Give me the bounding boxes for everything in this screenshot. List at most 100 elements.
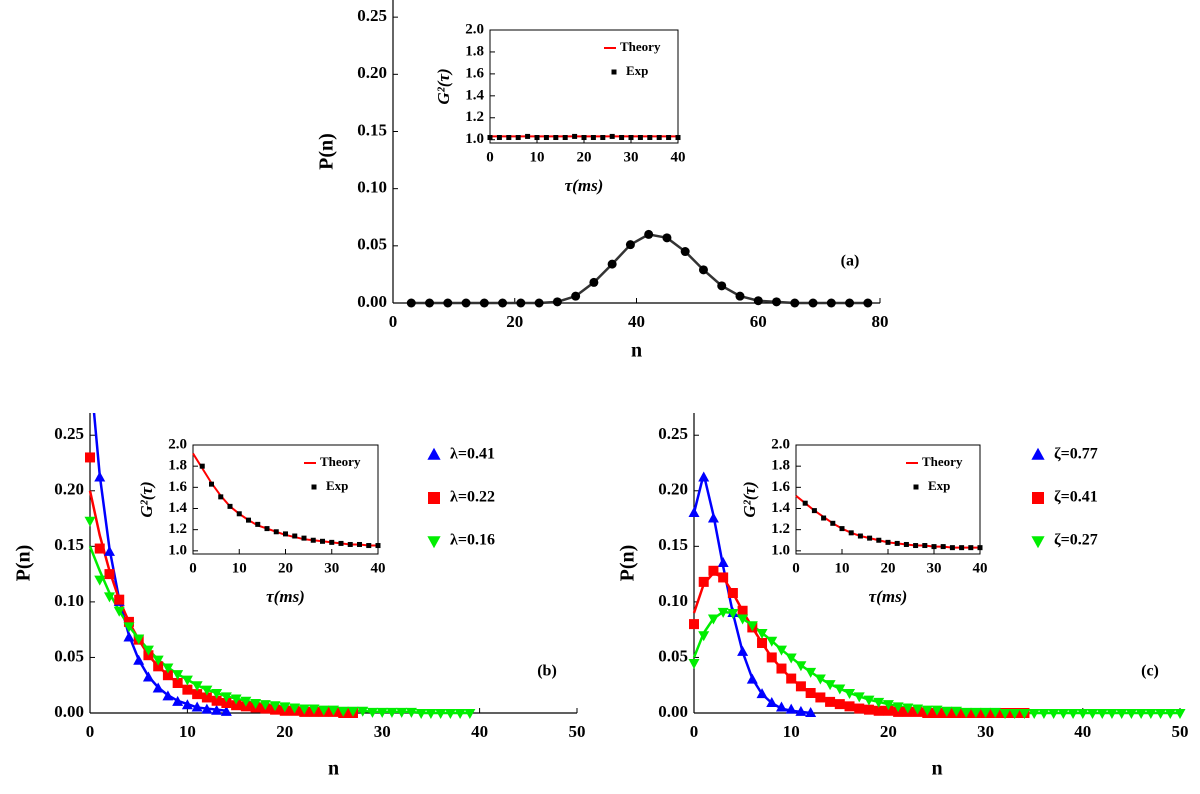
legend-label: ζ=0.77	[1054, 446, 1098, 463]
marker	[989, 707, 1001, 718]
marker	[386, 707, 398, 718]
legend-label: Theory	[922, 454, 963, 469]
y-tick-label: 0.25	[357, 6, 387, 25]
y-tick-label: 0.15	[658, 535, 688, 554]
legend-label: Exp	[326, 478, 348, 493]
y-tick-label: 1.2	[771, 521, 790, 537]
y-axis-label: G²(τ)	[740, 481, 759, 517]
plot-area	[84, 413, 476, 719]
marker	[289, 703, 301, 714]
marker	[182, 684, 193, 695]
marker	[708, 565, 719, 576]
marker	[553, 135, 559, 141]
x-tick-label: 40	[973, 560, 988, 576]
fit-line	[692, 571, 1025, 715]
marker	[830, 520, 836, 526]
marker	[775, 701, 787, 712]
marker	[766, 652, 777, 663]
y-tick-label: 0.15	[357, 120, 387, 139]
marker	[805, 667, 817, 678]
marker	[802, 500, 808, 506]
marker	[619, 135, 625, 141]
marker	[873, 705, 884, 716]
legend-label: ζ=0.27	[1054, 532, 1098, 549]
marker	[209, 481, 214, 487]
y-tick-label: 1.8	[771, 458, 790, 474]
marker	[103, 545, 115, 556]
marker	[1087, 709, 1099, 719]
marker	[347, 541, 353, 547]
plot-area	[487, 133, 681, 141]
marker	[1009, 709, 1021, 719]
marker	[772, 297, 782, 307]
marker	[834, 699, 845, 710]
marker	[707, 512, 719, 523]
marker	[376, 707, 388, 718]
legend-label: Theory	[620, 39, 661, 54]
x-tick-label: 20	[278, 560, 293, 576]
marker	[757, 638, 768, 648]
x-tick-label: 40	[628, 312, 645, 331]
marker	[552, 297, 562, 307]
marker	[572, 133, 578, 139]
marker	[338, 540, 344, 546]
marker	[415, 709, 427, 719]
marker	[931, 705, 943, 716]
marker	[912, 704, 924, 715]
plot-area	[688, 471, 1186, 719]
marker	[737, 645, 749, 656]
x-tick-label: 60	[750, 312, 767, 331]
panel-label: (b)	[537, 663, 557, 680]
x-tick-label: 10	[783, 722, 800, 741]
marker	[805, 707, 817, 717]
marker	[337, 706, 349, 717]
marker	[211, 695, 222, 706]
x-tick-label: 30	[374, 722, 391, 741]
marker	[776, 663, 787, 674]
marker	[718, 572, 729, 583]
y-axis-label: P(n)	[617, 545, 639, 582]
marker	[123, 622, 135, 633]
marker	[746, 673, 758, 684]
marker	[785, 703, 797, 714]
marker	[970, 707, 982, 718]
x-tick-label: 0	[792, 560, 800, 576]
marker	[698, 576, 709, 587]
x-tick-label: 80	[872, 312, 889, 331]
marker	[534, 135, 540, 141]
marker	[273, 529, 279, 535]
marker	[922, 543, 928, 549]
x-tick-label: 20	[276, 722, 293, 741]
marker	[142, 645, 154, 656]
marker	[172, 678, 183, 688]
marker	[515, 135, 521, 141]
marker	[785, 653, 797, 664]
marker	[123, 616, 134, 627]
marker	[753, 296, 763, 306]
marker	[609, 133, 615, 139]
marker	[162, 663, 174, 674]
x-axis-label: n	[931, 758, 942, 780]
panel-label: (c)	[1141, 663, 1159, 680]
plot-area	[406, 229, 873, 308]
plot-area	[192, 452, 381, 549]
marker	[162, 690, 174, 701]
marker	[637, 135, 643, 141]
marker	[688, 659, 700, 669]
marker	[181, 699, 193, 710]
y-tick-label: 2.0	[771, 436, 790, 452]
y-tick-label: 1.6	[771, 479, 790, 495]
marker	[894, 540, 900, 546]
marker	[1174, 709, 1186, 719]
y-tick-label: 1.2	[168, 521, 187, 537]
marker	[882, 700, 894, 711]
marker	[498, 298, 508, 308]
marker	[347, 706, 359, 717]
marker	[308, 704, 320, 715]
marker	[487, 135, 493, 141]
marker	[811, 508, 817, 514]
x-tick-label: 30	[624, 149, 639, 165]
marker	[892, 702, 904, 713]
marker	[231, 700, 242, 711]
marker	[191, 681, 203, 692]
